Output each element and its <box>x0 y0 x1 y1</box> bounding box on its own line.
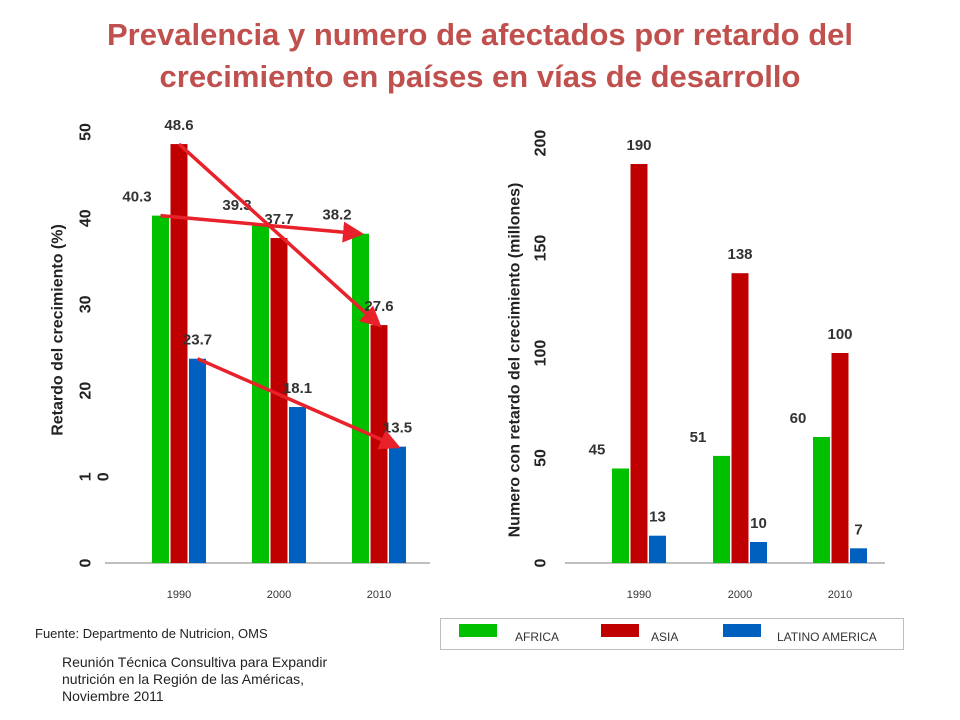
trend-arrow-latam <box>196 357 401 450</box>
y-tick-label: 30 <box>78 295 95 313</box>
footnote-line-1: Reunión Técnica Consultiva para Expandir <box>62 654 328 670</box>
y-tick-label: 0 <box>533 558 550 567</box>
legend-swatch-africa <box>459 624 497 637</box>
y-tick-label: 1 <box>78 472 95 481</box>
data-label: 23.7 <box>183 332 212 349</box>
data-label: 13 <box>649 509 666 526</box>
y-tick-label: 50 <box>78 123 95 141</box>
data-label: 100 <box>827 326 852 343</box>
data-label: 38.2 <box>322 207 351 224</box>
y-tick-label: 150 <box>533 235 550 262</box>
bar-asia <box>731 273 749 563</box>
bar-africa <box>813 437 830 563</box>
data-label: 48.6 <box>164 117 193 134</box>
bar-latam <box>289 406 306 563</box>
bar-africa <box>612 468 629 563</box>
data-label: 18.1 <box>283 380 312 397</box>
data-label: 7 <box>854 521 862 538</box>
data-label: 51 <box>690 429 707 446</box>
y-tick-label: 200 <box>533 130 550 157</box>
data-label: 190 <box>626 137 651 154</box>
bar-asia <box>831 353 849 563</box>
y-tick-label: 20 <box>78 382 95 400</box>
bar-asia <box>370 325 388 563</box>
bar-asia <box>630 164 648 563</box>
footnote-line-2: nutrición en la Región de las Américas, <box>62 671 305 687</box>
trend-arrow-asia <box>177 142 382 328</box>
bar-africa <box>352 233 369 563</box>
legend-label-asia: ASIA <box>651 630 679 644</box>
bar-africa <box>713 455 730 563</box>
x-tick-label: 1990 <box>167 589 191 601</box>
bar-latam <box>649 535 666 563</box>
legend-swatch-asia <box>601 624 639 637</box>
data-label: 37.7 <box>264 211 293 228</box>
data-label: 45 <box>589 442 606 459</box>
x-tick-label: 2000 <box>728 589 752 601</box>
x-tick-label: 2000 <box>267 589 291 601</box>
bar-africa <box>152 215 169 563</box>
data-label: 10 <box>750 515 767 532</box>
title-line-1: Prevalencia y numero de afectados por re… <box>107 17 853 52</box>
footnote-line-3: Noviembre 2011 <box>62 688 164 704</box>
y-tick-label: 0 <box>78 558 95 567</box>
x-tick-label: 2010 <box>367 589 391 601</box>
y-tick-label: 40 <box>78 209 95 227</box>
trend-arrow-africa <box>160 213 364 243</box>
bar-africa <box>252 224 269 563</box>
legend-swatch-latam <box>723 624 761 637</box>
y-tick-label: 0 <box>96 472 113 481</box>
bar-latam <box>750 542 767 563</box>
chart-2: 0 50 100 150 200 Numero con retardo del creci… <box>507 130 885 601</box>
y-tick-label: 50 <box>533 449 550 467</box>
y-axis-title: Retardo del crecimiento (%) <box>50 224 67 436</box>
x-tick-label: 1990 <box>627 589 651 601</box>
data-label: 60 <box>790 410 807 427</box>
bar-latam <box>850 548 867 563</box>
y-axis-title: Numero con retardo del crecimiento (mill… <box>507 183 524 538</box>
data-label: 40.3 <box>122 189 151 206</box>
data-label: 13.5 <box>383 420 412 437</box>
source-note: Fuente: Departmento de Nutricion, OMS <box>35 626 268 641</box>
bar-asia <box>170 144 188 563</box>
x-tick-label: 2010 <box>828 589 852 601</box>
legend-label-latam: LATINO AMERICA <box>777 630 877 644</box>
title-line-2: crecimiento en países en vías de desarro… <box>159 59 801 94</box>
bar-latam <box>189 358 206 563</box>
legend-label-africa: AFRICA <box>515 630 560 644</box>
footnote: Reunión Técnica Consultiva para Expandir… <box>62 654 327 705</box>
legend: AFRICA ASIA LATINO AMERICA <box>440 618 904 650</box>
bar-latam <box>389 446 406 563</box>
data-label: 27.6 <box>364 298 393 315</box>
data-label: 138 <box>727 246 752 263</box>
y-tick-label: 100 <box>533 340 550 367</box>
page-title: Prevalencia y numero de afectados por re… <box>0 14 960 98</box>
bar-asia <box>270 238 288 563</box>
